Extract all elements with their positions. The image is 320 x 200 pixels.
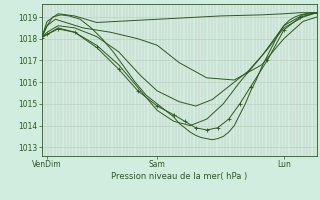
X-axis label: Pression niveau de la mer( hPa ): Pression niveau de la mer( hPa )	[111, 172, 247, 181]
